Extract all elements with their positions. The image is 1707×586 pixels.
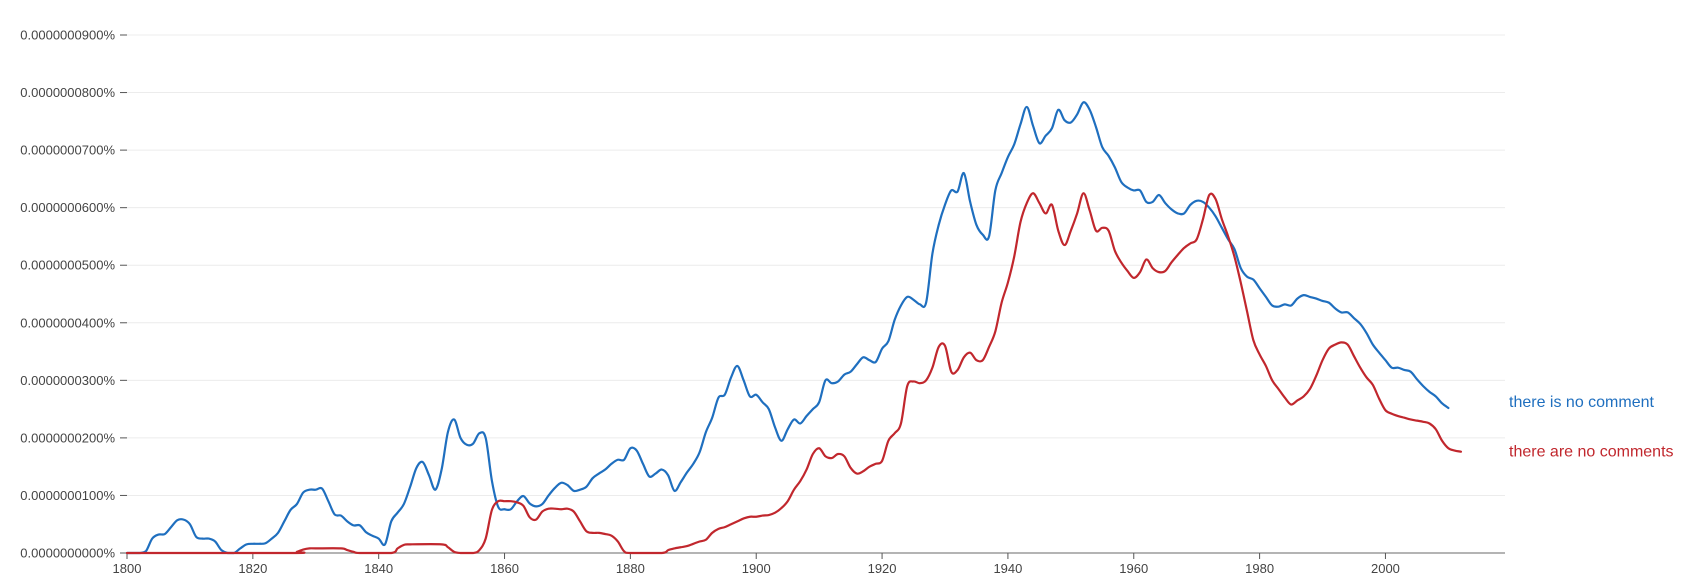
- x-tick-label: 1820: [238, 561, 267, 576]
- y-tick-label: 0.0000000500%: [20, 258, 115, 273]
- y-axis: 0.0000000000% 0.0000000100% 0.0000000200% 0…: [20, 28, 127, 561]
- y-tick-label: 0.0000000300%: [20, 373, 115, 388]
- y-tick-label: 0.0000000700%: [20, 143, 115, 158]
- x-axis: 1800 1820 1840 1860 1880 1900 1920 1940 1960 1980…: [113, 552, 1505, 576]
- y-tick-label: 0.0000000600%: [20, 200, 115, 215]
- y-tick-label: 0.0000000900%: [20, 28, 115, 43]
- y-tick-label: 0.0000000800%: [20, 85, 115, 100]
- series-lines: [125, 101, 1463, 555]
- x-tick-label: 1800: [113, 561, 142, 576]
- x-tick-label: 1980: [1245, 561, 1274, 576]
- x-tick-label: 1940: [993, 561, 1022, 576]
- y-tick-label: 0.0000000100%: [20, 488, 115, 503]
- x-tick-label: 1960: [1119, 561, 1148, 576]
- x-tick-label: 1840: [364, 561, 393, 576]
- y-tick-label: 0.0000000200%: [20, 430, 115, 445]
- y-tick-label: 0.0000000400%: [20, 315, 115, 330]
- x-tick-label: 1920: [868, 561, 897, 576]
- series-label-0: there is no comment: [1509, 394, 1655, 411]
- series-labels: there is no comment there are no comments: [1509, 394, 1674, 461]
- y-tick-label: 0.0000000000%: [20, 546, 115, 561]
- series-line-1: [125, 192, 1463, 555]
- x-tick-label: 2000: [1371, 561, 1400, 576]
- series-label-1: there are no comments: [1509, 444, 1674, 461]
- x-tick-label: 1880: [616, 561, 645, 576]
- x-tick-label: 1900: [742, 561, 771, 576]
- grid-lines: [127, 34, 1505, 496]
- x-tick-label: 1860: [490, 561, 519, 576]
